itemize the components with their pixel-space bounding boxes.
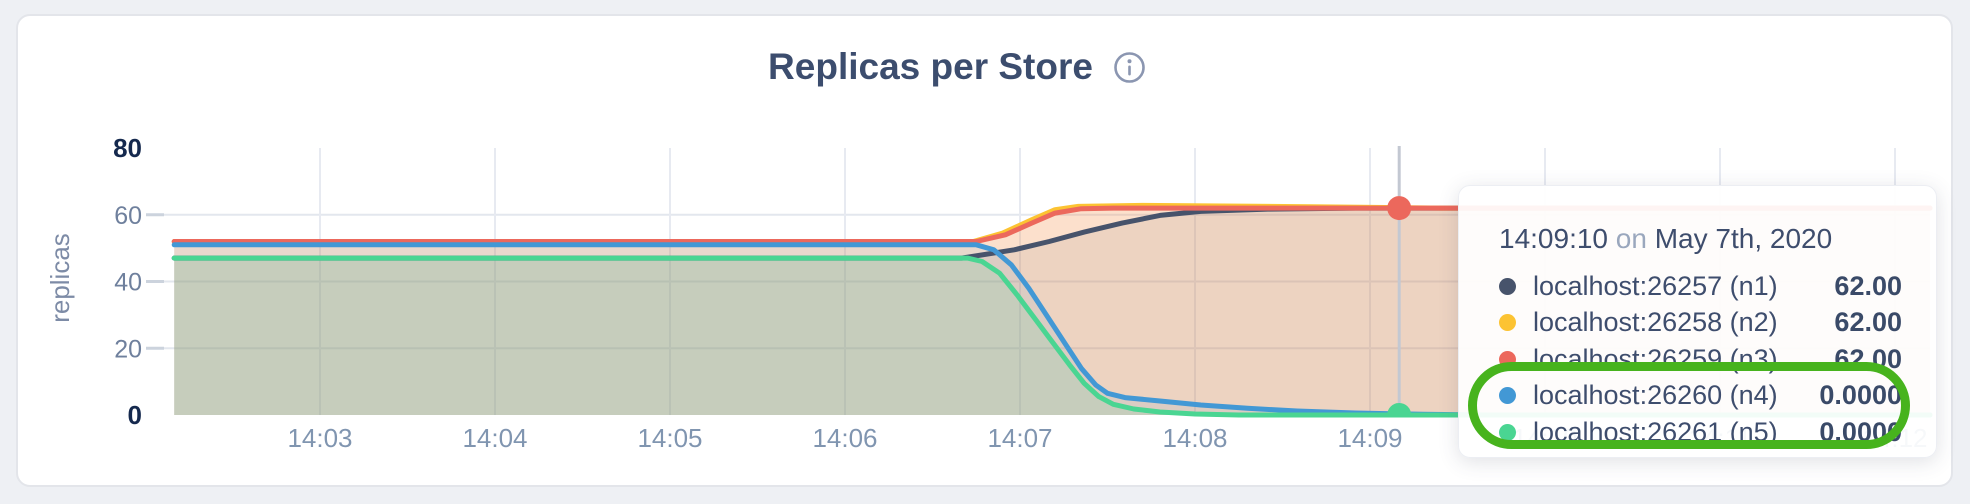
tooltip-row-n4: localhost:26260 (n4) 0.0000 <box>1499 378 1902 415</box>
hover-marker <box>1387 196 1412 221</box>
series-label: localhost:26257 (n1) <box>1533 270 1778 301</box>
series-dot-n3 <box>1499 350 1516 368</box>
chart-title: Replicas per Store <box>768 46 1093 87</box>
info-icon[interactable] <box>1113 51 1146 84</box>
tooltip-row-n5: localhost:26261 (n5) 0.0000 <box>1499 414 1902 451</box>
x-tick-label: 14:07 <box>987 423 1052 453</box>
tooltip-connector: on <box>1615 223 1647 254</box>
y-tick-label: 40 <box>114 269 142 297</box>
series-dot-n2 <box>1499 314 1516 332</box>
series-dot-n4 <box>1499 387 1516 405</box>
chart-header: Replicas per Store <box>16 44 1898 90</box>
x-tick-label: 14:03 <box>287 423 352 453</box>
series-dot-n1 <box>1499 277 1516 295</box>
x-tick-label: 14:06 <box>812 423 877 453</box>
series-dot-n5 <box>1499 423 1516 441</box>
y-axis-label: replicas <box>45 233 75 323</box>
series-line-3 <box>171 205 1933 244</box>
y-tick-label: 60 <box>114 202 142 230</box>
tooltip-row-n2: localhost:26258 (n2) 62.00 <box>1499 305 1902 342</box>
x-tick-label: 14:09 <box>1337 423 1402 453</box>
series-area-4 <box>174 244 1931 415</box>
y-tick-label: 20 <box>114 335 142 363</box>
x-tick-label: 14:08 <box>1162 423 1227 453</box>
x-tick-label: 14:04 <box>462 423 527 453</box>
series-value: 0.0000 <box>1819 416 1902 447</box>
x-tick-label: 14:05 <box>637 423 702 453</box>
tooltip-date: May 7th, 2020 <box>1654 223 1833 254</box>
y-tick-label: 0 <box>128 400 142 430</box>
series-value: 62.00 <box>1834 307 1902 338</box>
series-value: 62.00 <box>1834 343 1902 374</box>
chart-tooltip: 14:09:10 on May 7th, 2020 localhost:2625… <box>1458 185 1937 458</box>
tooltip-row-n1: localhost:26257 (n1) 62.00 <box>1499 268 1902 305</box>
series-value: 62.00 <box>1834 270 1902 301</box>
series-label: localhost:26260 (n4) <box>1533 380 1778 411</box>
tooltip-time: 14:09:10 <box>1499 223 1608 254</box>
hover-marker <box>1387 403 1412 415</box>
series-area-5 <box>174 258 1931 415</box>
series-label: localhost:26258 (n2) <box>1533 307 1778 338</box>
tooltip-timestamp: 14:09:10 on May 7th, 2020 <box>1499 222 1902 256</box>
y-tick-label: 80 <box>113 133 142 163</box>
series-line-5 <box>171 255 1933 418</box>
series-label: localhost:26259 (n3) <box>1533 343 1778 374</box>
series-label: localhost:26261 (n5) <box>1533 416 1778 447</box>
series-value: 0.0000 <box>1819 380 1902 411</box>
tooltip-row-n3: localhost:26259 (n3) 62.00 <box>1499 341 1902 378</box>
